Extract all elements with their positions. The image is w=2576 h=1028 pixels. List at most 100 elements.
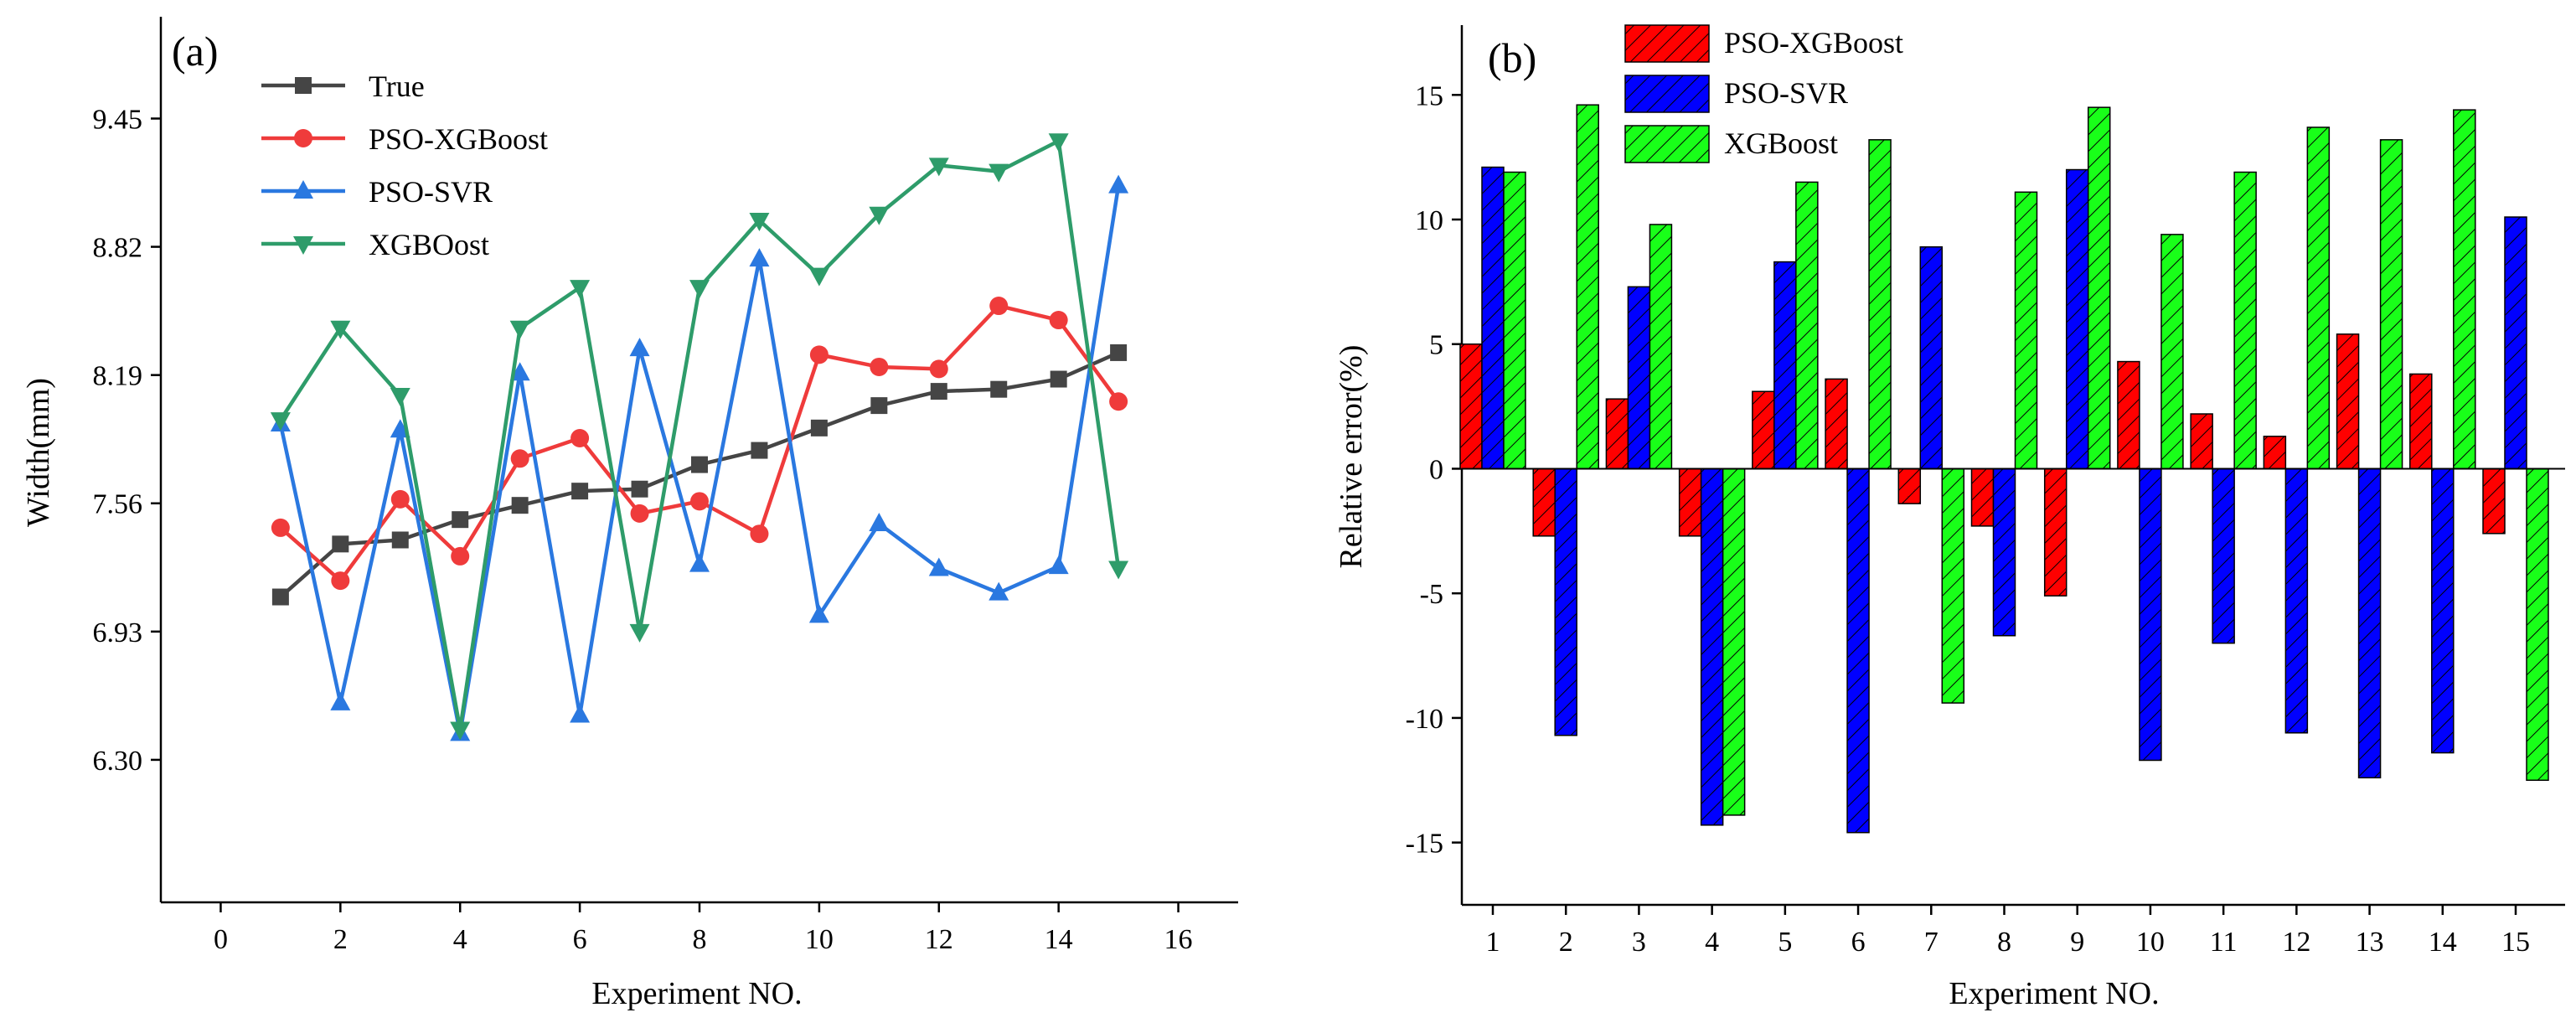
b-x-tick-label: 8: [1997, 927, 2011, 958]
a-point-0: [332, 535, 349, 553]
a-point-2: [629, 338, 650, 357]
a-point-1: [331, 571, 350, 591]
b-x-tick-label: 13: [2356, 927, 2384, 958]
a-point-0: [870, 397, 888, 415]
a-point-1: [630, 504, 649, 523]
b-bar-hatch-1: [2431, 468, 2454, 753]
a-point-1: [750, 524, 769, 544]
b-bar-hatch-0: [2264, 436, 2286, 469]
panel-a-axes: 0 2 4 6 8 10 12 14 16 6.30 6.93 7.56 8.19 8.82 9.45: [93, 17, 1238, 955]
a-point-1: [390, 489, 410, 509]
a-point-2: [509, 362, 530, 381]
a-point-3: [330, 320, 351, 339]
b-bar-hatch-2: [1577, 105, 1599, 469]
panel-b-x-axis-title: Experiment NO.: [1949, 976, 2159, 1011]
a-point-1: [809, 345, 829, 364]
a-point-3: [808, 267, 829, 287]
b-bar-hatch-2: [2015, 192, 2037, 469]
b-legend-label: XGBoost: [1724, 127, 1838, 160]
b-bar-hatch-1: [1773, 261, 1796, 469]
a-point-3: [509, 320, 530, 339]
a-x-tick-label: 0: [214, 924, 228, 955]
a-legend-label: True: [369, 70, 425, 103]
b-y-tick-label: 0: [1429, 454, 1443, 485]
b-bar-hatch-1: [2358, 468, 2381, 778]
a-point-0: [631, 480, 648, 498]
b-x-tick-label: 7: [1924, 927, 1938, 958]
b-bar-hatch-2: [2453, 110, 2475, 469]
a-point-3: [869, 206, 890, 225]
a-point-2: [989, 581, 1009, 601]
a-point-3: [749, 212, 770, 231]
b-legend-label: PSO-SVR: [1724, 76, 1848, 110]
a-point-0: [571, 483, 589, 500]
b-y-tick-label: 5: [1429, 330, 1443, 361]
a-y-tick-label: 8.19: [93, 361, 143, 392]
a-point-0: [511, 497, 529, 514]
panel-a-label: (a): [172, 28, 219, 75]
a-point-3: [1108, 560, 1129, 580]
b-bar-hatch-1: [2212, 468, 2235, 643]
b-bar-hatch-0: [2191, 414, 2213, 469]
b-x-tick-label: 5: [1778, 927, 1792, 958]
panel-b-bars: [1459, 104, 2565, 834]
a-legend-marker: [294, 129, 312, 147]
b-x-tick-label: 12: [2282, 927, 2310, 958]
a-y-tick-label: 6.30: [93, 746, 143, 777]
b-bar-hatch-1: [1555, 468, 1577, 736]
panel-a-legend: True PSO-XGBoost PSO-SVR XGBOost: [261, 70, 548, 261]
a-legend-marker: [295, 77, 312, 94]
b-bar-hatch-0: [2483, 468, 2505, 534]
a-point-0: [1110, 344, 1128, 361]
b-bar-hatch-2: [2234, 172, 2257, 469]
b-x-tick-label: 2: [1559, 927, 1573, 958]
a-x-tick-label: 4: [453, 924, 467, 955]
b-bar-hatch-0: [1752, 391, 1774, 469]
a-point-3: [989, 163, 1009, 183]
b-legend-label: PSO-XGBoost: [1724, 26, 1903, 59]
a-x-tick-label: 10: [805, 924, 834, 955]
a-point-0: [1050, 370, 1067, 388]
a-y-tick-label: 7.56: [93, 489, 143, 520]
b-bar-hatch-1: [2285, 468, 2308, 733]
b-bar-hatch-0: [1679, 468, 1701, 536]
b-x-tick-label: 9: [2070, 927, 2084, 958]
b-bar-hatch-1: [2139, 468, 2161, 761]
b-x-tick-label: 6: [1851, 927, 1866, 958]
a-x-tick-label: 8: [693, 924, 707, 955]
b-bar-hatch-0: [2409, 374, 2432, 469]
a-point-1: [929, 359, 948, 379]
a-point-1: [1109, 392, 1128, 411]
b-x-tick-label: 14: [2429, 927, 2457, 958]
b-bar-hatch-2: [1649, 224, 1672, 469]
a-point-3: [629, 623, 650, 643]
panel-b-label: (b): [1488, 34, 1536, 81]
b-bar-hatch-2: [2307, 127, 2330, 469]
a-point-3: [450, 721, 471, 741]
a-point-0: [452, 511, 469, 529]
panel-a-x-axis-title: Experiment NO.: [591, 976, 802, 1011]
b-bar-hatch-2: [2380, 139, 2403, 469]
a-point-3: [1048, 133, 1069, 152]
a-x-tick-label: 12: [925, 924, 953, 955]
panel-a-y-axis-title: Width(mm): [21, 378, 56, 527]
a-point-2: [330, 691, 351, 710]
b-bar-hatch-2: [2088, 107, 2110, 469]
a-point-0: [391, 531, 409, 549]
b-bar-hatch-1: [1847, 468, 1870, 833]
b-bar-hatch-2: [1722, 468, 1745, 815]
a-x-tick-label: 14: [1045, 924, 1073, 955]
a-legend-marker: [293, 236, 313, 255]
a-point-1: [510, 449, 529, 468]
b-x-tick-label: 3: [1632, 927, 1646, 958]
a-point-1: [570, 428, 590, 447]
b-bar-hatch-0: [1460, 344, 1482, 469]
a-x-tick-label: 16: [1164, 924, 1193, 955]
b-bar-hatch-2: [2527, 468, 2548, 781]
a-y-tick-label: 9.45: [93, 104, 143, 135]
b-bar-hatch-2: [1869, 139, 1892, 469]
b-y-tick-label: 15: [1415, 80, 1443, 111]
b-bar-hatch-2: [1795, 182, 1818, 469]
